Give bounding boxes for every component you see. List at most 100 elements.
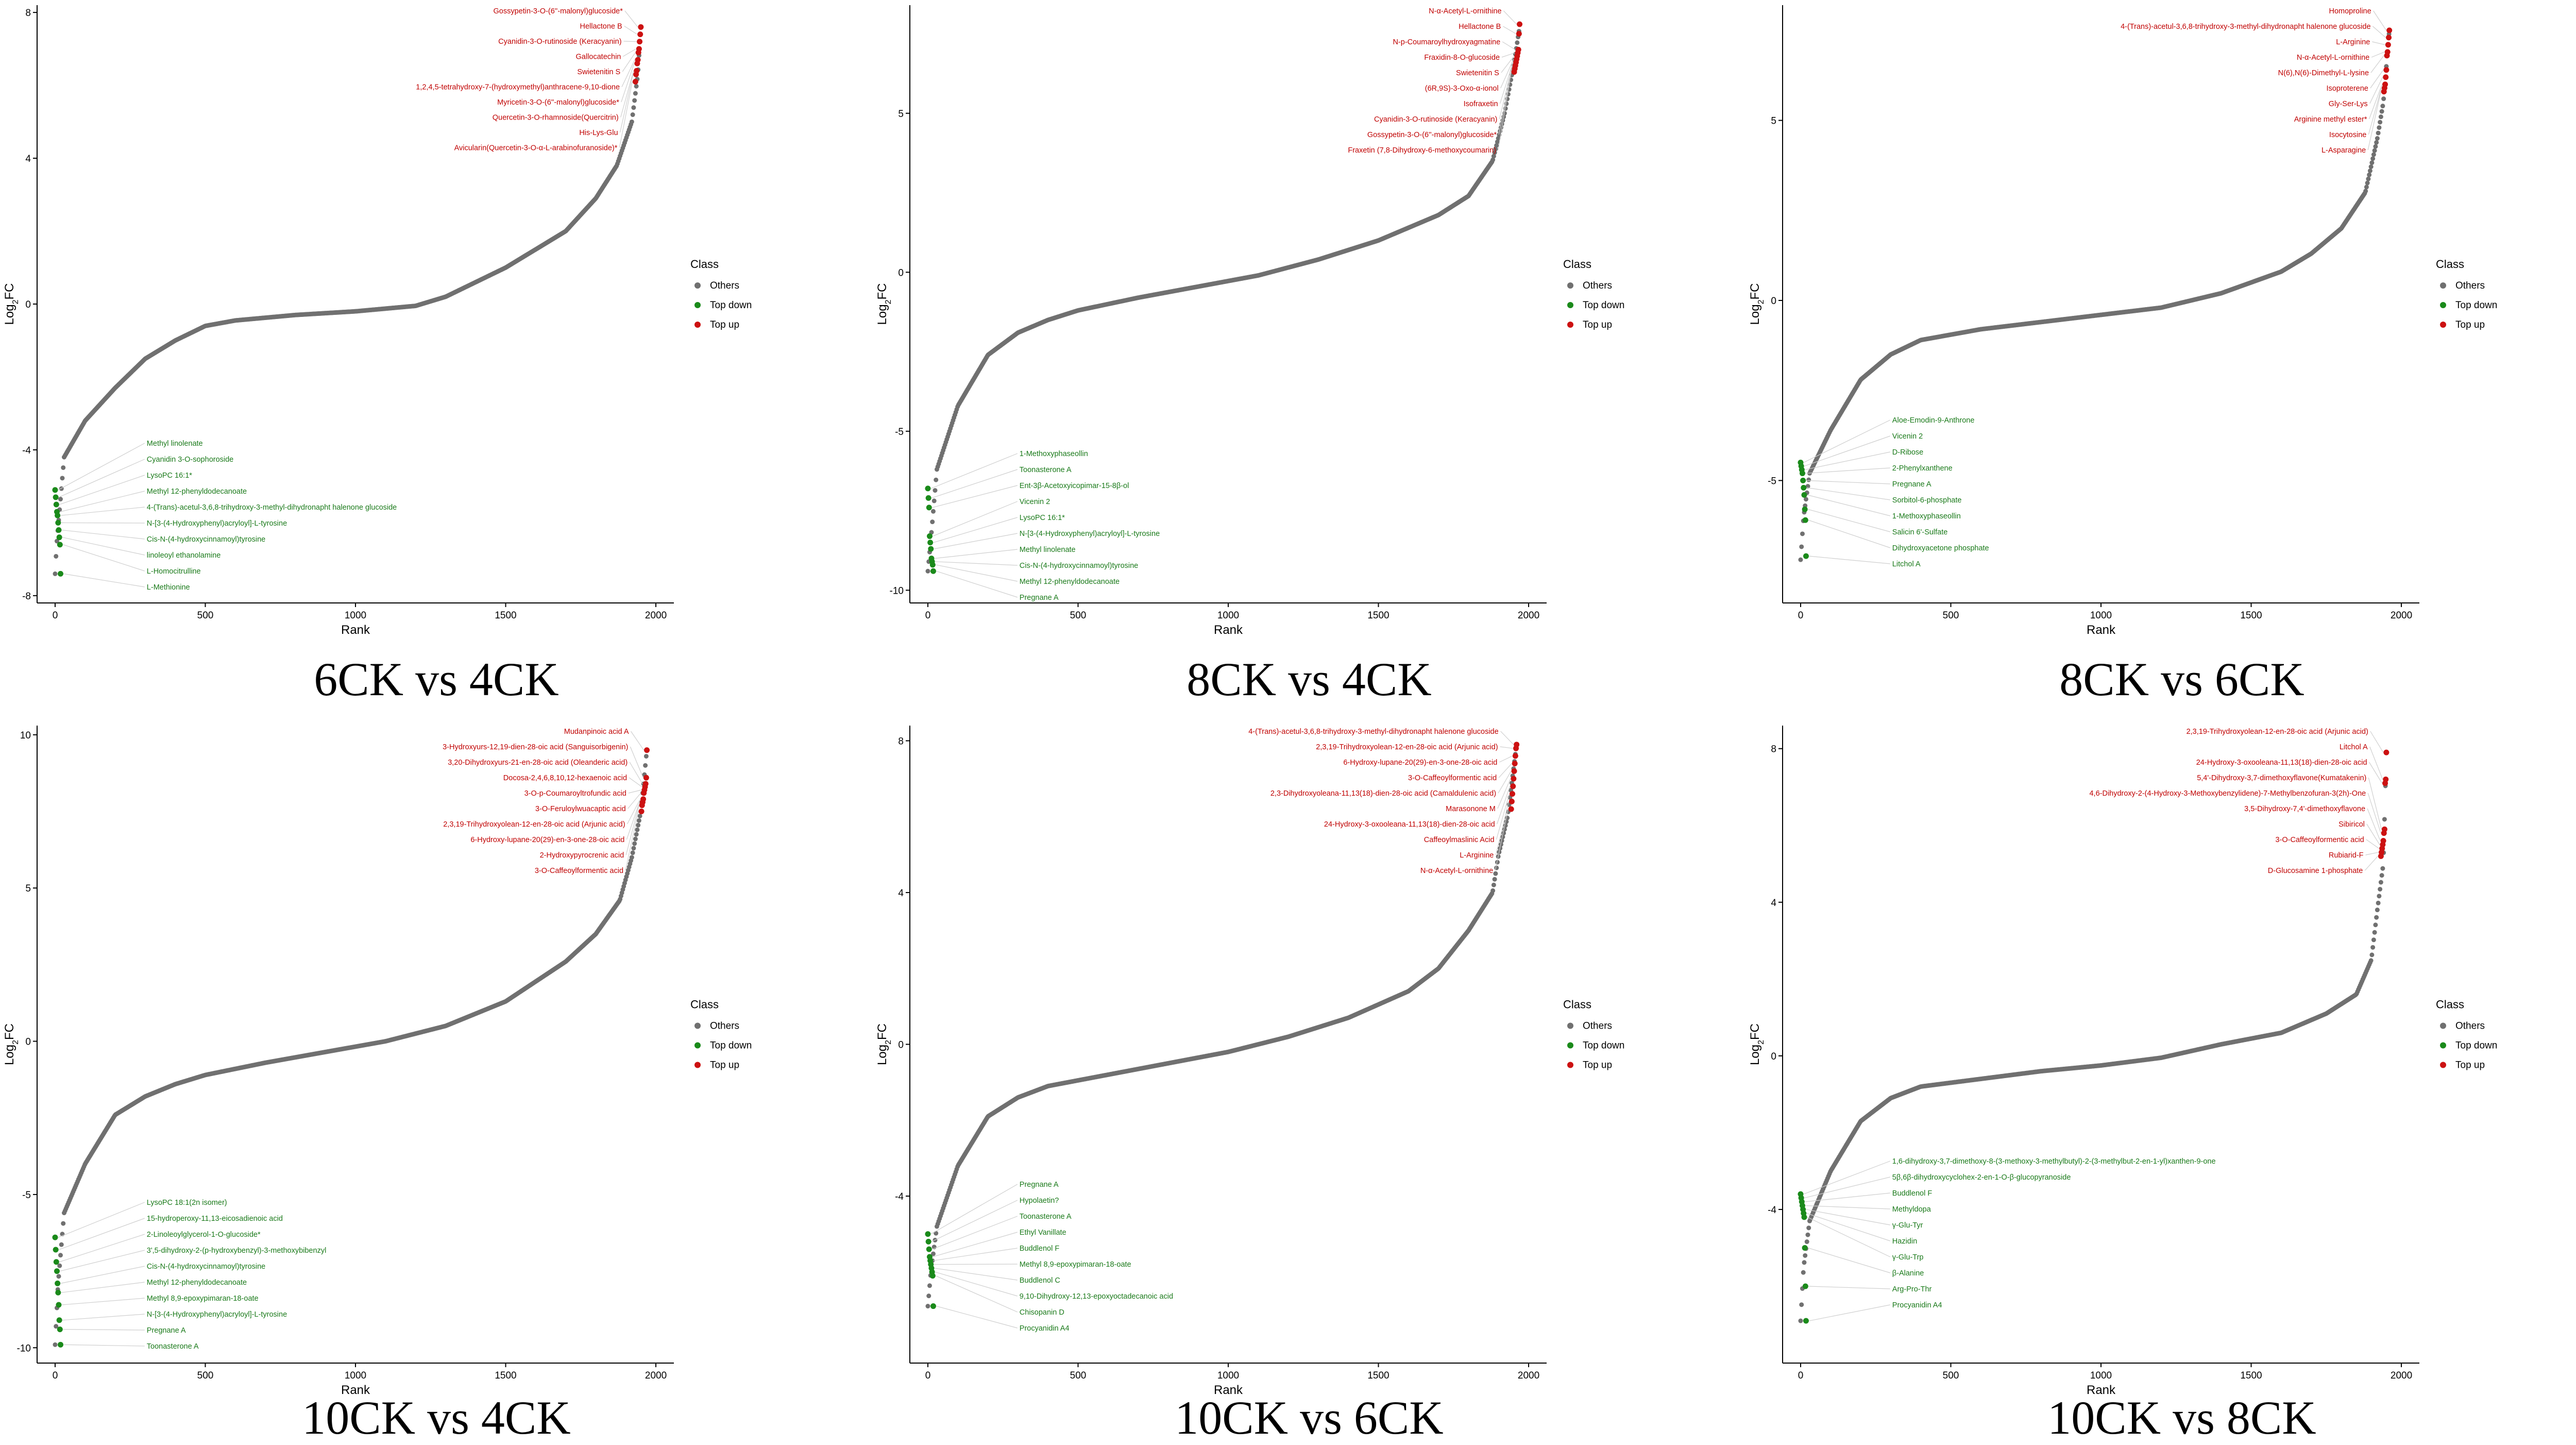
top-down-label: Vicenin 2 [1892, 432, 1923, 441]
point-others [925, 568, 930, 574]
point-top-down [929, 1273, 936, 1279]
point-top-down [55, 512, 61, 518]
label-leader [1805, 1205, 1890, 1209]
top-up-label: Isofraxetin [1464, 100, 1498, 108]
x-tick-label: 0 [53, 1370, 58, 1381]
point-others [634, 832, 639, 837]
point-top-down [925, 1238, 931, 1245]
point-others [1802, 1260, 1807, 1265]
top-down-label: Toonasterone A [1020, 1213, 1072, 1221]
top-down-label: 2-Linoleoylglycerol-1-O-glucoside* [147, 1231, 261, 1239]
point-top-up [1509, 798, 1515, 804]
others-points [53, 24, 643, 576]
top-down-label: Litchol A [1892, 560, 1921, 568]
top-up-label: 4-(Trans)-acetul-3,6,8-trihydroxy-3-meth… [2121, 23, 2370, 31]
label-leader [624, 10, 638, 27]
y-axis-title-suffix: FC [1748, 1023, 1762, 1040]
top-up-label: Isoproterene [2326, 85, 2368, 93]
chart-caption: 8CK vs 6CK [2059, 653, 2304, 705]
label-leader [1498, 763, 1512, 778]
point-top-up [2386, 35, 2392, 41]
top-up-label: 1,2,4,5-tetrahydroxy-7-(hydroxymethyl)an… [416, 83, 620, 92]
point-top-down [55, 519, 61, 526]
point-others [54, 539, 59, 544]
label-leader [63, 544, 145, 572]
point-others [1490, 157, 1496, 162]
top-up-label: 3-O-Caffeoylformentic acid [535, 867, 623, 875]
top-up-label: 3,20-Dihydroxyurs-21-en-28-oic acid (Ole… [448, 759, 628, 767]
legend-title: Class [2436, 998, 2464, 1011]
label-leader [1809, 1304, 1890, 1321]
legend-marker [2440, 1042, 2446, 1049]
top-up-label: Swietenitin S [577, 68, 620, 76]
label-leader [935, 1271, 1018, 1297]
point-others [1500, 834, 1505, 839]
top-down-label: γ-Glu-Trp [1892, 1253, 1924, 1262]
volcano-rank-plot-2: 0 500 1000 1500 2000 -5 0 5 Rank Log2FC Homoprolin… [1748, 5, 2497, 637]
y-axis-title-suffix: FC [1748, 283, 1762, 300]
point-top-down [57, 570, 63, 577]
top-down-label: Buddlenol C [1020, 1276, 1060, 1285]
label-leader [1806, 1209, 1890, 1225]
label-leader [622, 52, 636, 72]
legend-title: Class [1563, 998, 1591, 1011]
point-top-down [1801, 492, 1807, 498]
top-down-label: 3',5-dihydroxy-2-(p-hydroxybenzyl)-3-met… [147, 1247, 327, 1255]
top-down-label: 1-Methoxyphaseollin [1892, 512, 1961, 520]
label-leader [623, 41, 637, 42]
legend-marker [1567, 1022, 1573, 1029]
point-top-down [57, 1341, 63, 1348]
top-up-label: His-Lys-Glu [579, 129, 618, 137]
point-others [53, 1342, 58, 1347]
point-others [1491, 154, 1496, 159]
top-down-label: 1,6-dihydroxy-3,7-dimethoxy-8-(3-methoxy… [1892, 1157, 2216, 1166]
point-top-down [1803, 553, 1809, 559]
point-top-up [1510, 783, 1516, 789]
legend-marker [2440, 322, 2446, 328]
label-leader [59, 475, 145, 505]
top-down-label: 15-hydroperoxy-11,13-eicosadienoic acid [147, 1215, 283, 1223]
point-others [2371, 937, 2376, 943]
top-up-label: Hellactone B [580, 23, 622, 31]
point-top-down [53, 501, 59, 508]
top-up-label: Docosa-2,4,6,8,10,12-hexaenoic acid [503, 774, 627, 782]
x-axis-title: Rank [341, 623, 370, 637]
label-leader [1496, 794, 1510, 840]
label-leader [63, 573, 145, 587]
point-others [632, 98, 637, 103]
y-tick-label: 8 [1771, 744, 1776, 755]
point-others [1490, 888, 1496, 893]
y-axis-title-suffix: FC [3, 283, 16, 300]
point-others [2369, 952, 2375, 957]
point-others [1805, 484, 1810, 489]
legend-marker [694, 322, 701, 328]
point-others [1799, 1302, 1804, 1307]
legend: Class Others Top down Top up [1563, 998, 1624, 1071]
point-others [54, 553, 59, 559]
x-tick-label: 0 [925, 610, 931, 621]
label-leader [936, 564, 1018, 582]
top-down-label: Ethyl Vanillate [1020, 1229, 1066, 1237]
point-others [2374, 915, 2379, 920]
point-top-up [1511, 768, 1517, 774]
label-leader [1499, 65, 1513, 120]
label-leader [2369, 746, 2383, 780]
point-top-down [1801, 1214, 1807, 1220]
label-leader [1806, 480, 1890, 484]
top-down-label: L-Homocitrulline [147, 567, 201, 576]
label-leader [619, 74, 634, 133]
point-others [2368, 164, 2374, 170]
x-tick-label: 0 [1798, 610, 1804, 621]
label-leader [621, 63, 635, 103]
x-tick-label: 1500 [495, 1370, 516, 1381]
top-up-label: 3-O-Caffeoylformentic acid [1408, 774, 1497, 782]
label-leader [626, 802, 640, 840]
point-top-up [1512, 753, 1518, 759]
top-down-label: Pregnane A [1020, 594, 1059, 602]
y-axis-title-subscript: 2 [11, 1040, 20, 1045]
point-top-down [56, 534, 62, 541]
top-down-label: Methyldopa [1892, 1205, 1931, 1214]
y-axis-title-subscript: 2 [1757, 1040, 1766, 1045]
x-tick-label: 1000 [345, 610, 366, 621]
point-others [2371, 152, 2376, 157]
